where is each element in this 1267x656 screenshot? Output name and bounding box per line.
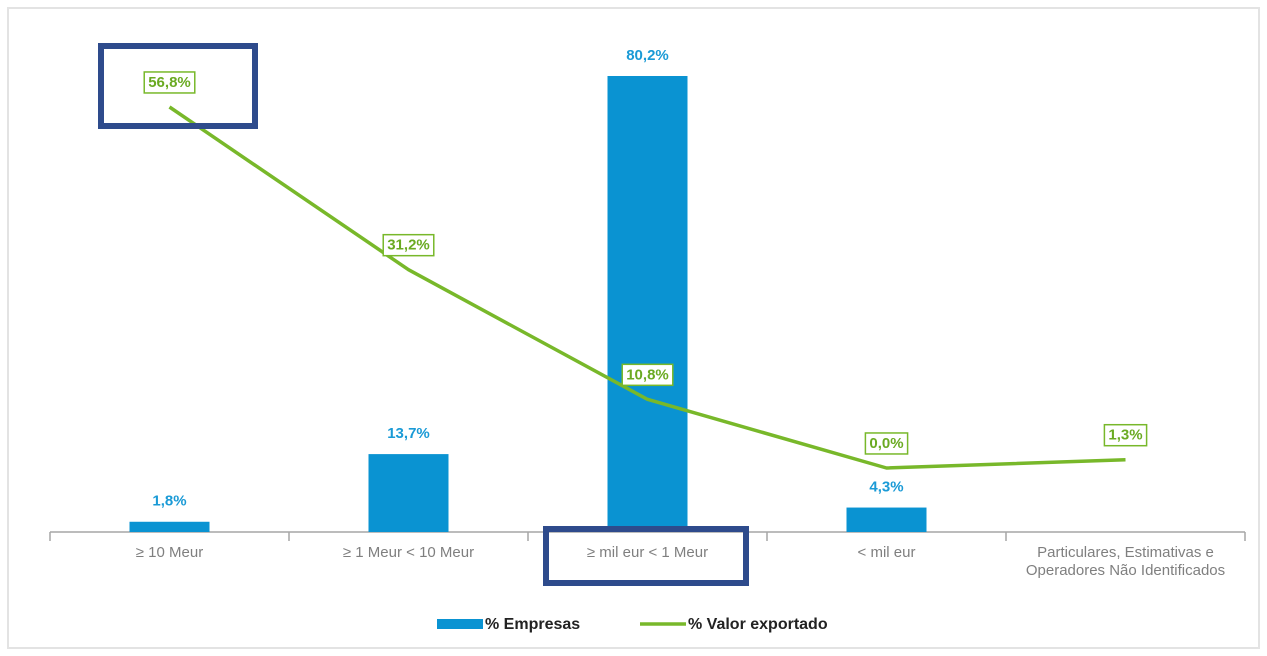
line-value-text: 10,8% (626, 366, 669, 383)
bar (129, 521, 210, 532)
line-value-text: 1,3% (1108, 427, 1142, 444)
highlight-box (543, 526, 749, 586)
line-value-text: 0,0% (869, 435, 903, 452)
x-tick-label-box: ≥ 10 Meur (135, 544, 204, 561)
line (168, 105, 1126, 470)
label-box (864, 432, 909, 455)
highlight-box (98, 43, 258, 129)
line-value-label: 0,0% (864, 432, 909, 455)
label-box (143, 71, 196, 94)
line-value-text: 31,2% (387, 237, 430, 254)
x-tick-label: ≥ 10 Meur (135, 544, 204, 561)
label-box (382, 233, 435, 257)
x-tick-label: ≥ mil eur < 1 Meur (586, 544, 709, 561)
bar (607, 76, 688, 532)
x-tick-label-box: ≥ 1 Meur < 10 Meur (342, 544, 475, 561)
x-tick-label: Particulares, Estimativas e Operadores N… (1025, 544, 1226, 579)
line-value-label: 10,8% (621, 363, 674, 387)
x-tick-label: < mil eur (857, 544, 916, 561)
line-value-label: 31,2% (382, 233, 435, 257)
bar (846, 507, 927, 532)
line-value-label: 1,3% (1103, 423, 1148, 447)
label-box (1103, 423, 1148, 447)
x-tick-label-box: < mil eur (857, 544, 916, 561)
line-value-label: 56,8% (143, 71, 196, 94)
bar-value-label: 1,8% (152, 493, 186, 510)
bar-value-label: 13,7% (387, 425, 430, 442)
x-tick-label: ≥ 1 Meur < 10 Meur (342, 544, 475, 561)
legend-label: % Valor exportado (688, 616, 828, 633)
bar-value-label: 4,3% (869, 479, 903, 496)
legend-label: % Empresas (485, 616, 580, 633)
label-box (621, 363, 674, 387)
x-tick-label-box: Particulares, Estimativas e Operadores N… (1025, 544, 1226, 579)
bar (368, 454, 449, 532)
bar-value-label: 80,2% (626, 47, 669, 64)
legend-swatch (437, 619, 483, 629)
x-tick-label-box: ≥ mil eur < 1 Meur (586, 544, 709, 561)
line-value-text: 56,8% (148, 74, 191, 91)
